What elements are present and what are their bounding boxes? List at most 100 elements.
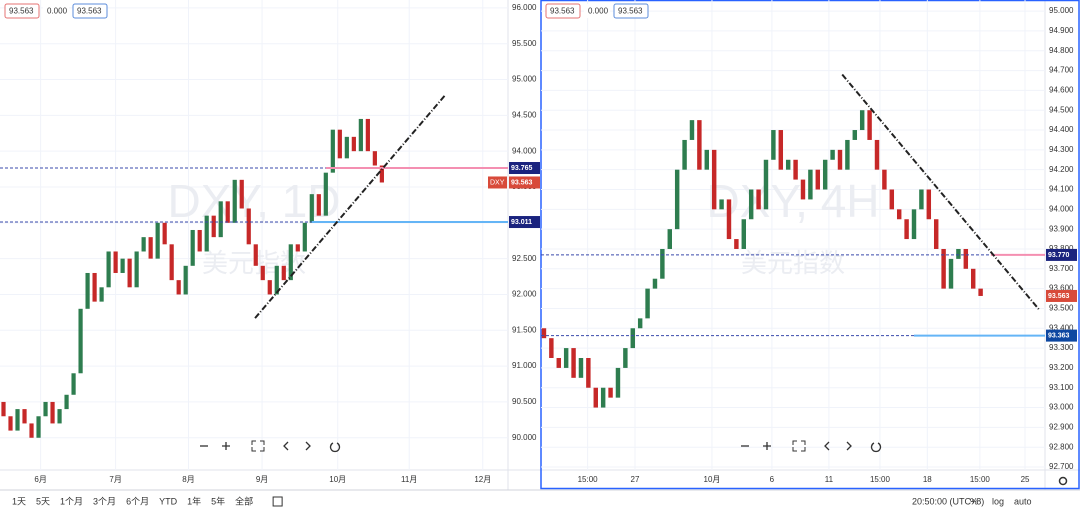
candle — [919, 189, 924, 210]
last-price-label: 93.563 — [1048, 293, 1070, 300]
y-tick-label: 95.000 — [512, 75, 537, 84]
price-label: 93.011 — [511, 219, 532, 226]
candle — [541, 328, 547, 339]
price-label: 93.770 — [1048, 252, 1070, 259]
price-label-box — [1046, 248, 1077, 261]
range-button[interactable]: 3个月 — [93, 496, 116, 506]
symbol-box — [488, 176, 507, 189]
trend-line — [841, 73, 1041, 312]
candle — [882, 169, 887, 190]
candle — [741, 219, 747, 249]
candle — [358, 118, 363, 152]
scroll-left[interactable] — [824, 441, 830, 451]
legend-box — [613, 3, 649, 19]
y-tick-label: 92.500 — [512, 254, 537, 263]
x-tick-label: 6月 — [34, 475, 46, 484]
y-tick-label: 93.200 — [1049, 363, 1074, 372]
scale-option[interactable]: auto — [1014, 496, 1032, 506]
fullscreen[interactable] — [792, 440, 806, 452]
range-button[interactable]: 5年 — [211, 495, 225, 506]
scroll-right[interactable] — [305, 441, 311, 451]
scale-option[interactable]: log — [992, 496, 1004, 506]
candle — [288, 244, 293, 281]
x-tick-label: 11月 — [401, 475, 417, 484]
last-price-box — [1046, 289, 1077, 302]
range-button[interactable]: YTD — [159, 496, 178, 506]
range-button[interactable]: 5天 — [36, 496, 50, 506]
range-button[interactable]: 6个月 — [126, 496, 149, 506]
y-tick-label: 93.100 — [1049, 383, 1074, 392]
range-button[interactable]: 1个月 — [60, 496, 83, 506]
x-tick-label: 7月 — [109, 475, 121, 484]
candle — [323, 172, 328, 216]
y-tick-label: 93.800 — [1049, 244, 1074, 253]
range-button[interactable]: 1天 — [12, 496, 26, 506]
reset[interactable] — [329, 442, 341, 453]
y-tick-label: 94.300 — [1049, 145, 1074, 154]
x-tick-label: 15:00 — [578, 475, 599, 484]
candle — [141, 237, 146, 252]
legend-box — [43, 4, 69, 18]
candle — [608, 387, 613, 398]
date-range-icon[interactable] — [272, 496, 283, 507]
candle — [889, 189, 895, 210]
y-tick-label: 91.500 — [512, 325, 537, 334]
candle — [933, 219, 939, 249]
scroll-right[interactable] — [846, 441, 852, 451]
trend-line — [254, 93, 447, 319]
candle — [948, 258, 954, 289]
clock: 20:50:00 (UTC+8) — [912, 496, 984, 506]
candle — [793, 159, 798, 180]
candle — [22, 409, 27, 424]
settings[interactable] — [1058, 476, 1068, 486]
candle — [365, 118, 370, 152]
candle — [704, 149, 709, 170]
y-tick-label: 93.400 — [1049, 323, 1074, 332]
x-tick-label: 9月 — [256, 475, 268, 484]
candle — [808, 169, 813, 200]
legend-value: 0.000 — [588, 7, 609, 16]
candle — [778, 130, 784, 170]
candle — [815, 169, 821, 190]
candle — [830, 149, 835, 160]
candle — [267, 280, 272, 295]
candle — [970, 268, 976, 289]
y-tick-label: 94.500 — [1049, 105, 1074, 114]
candle — [127, 258, 132, 288]
candle — [302, 222, 307, 252]
range-button[interactable]: 1年 — [187, 495, 201, 506]
candle — [50, 401, 55, 424]
candle — [660, 248, 665, 279]
scale-option[interactable]: % — [970, 496, 978, 506]
candle — [549, 338, 554, 359]
candle — [372, 151, 377, 166]
candle — [344, 136, 349, 159]
candle — [689, 120, 695, 140]
candle — [295, 244, 300, 252]
y-tick-label: 92.800 — [1049, 442, 1074, 451]
scroll-left[interactable] — [283, 441, 289, 451]
symbol-label: DXY — [490, 179, 505, 186]
x-tick-label: 10月 — [329, 475, 346, 484]
legend-box — [584, 4, 610, 18]
y-tick-label: 90.500 — [512, 397, 537, 406]
reset[interactable] — [870, 442, 882, 453]
fullscreen[interactable] — [251, 440, 265, 452]
range-button[interactable]: 全部 — [235, 495, 253, 506]
candle — [571, 348, 576, 378]
candle — [719, 199, 724, 210]
y-tick-label: 93.600 — [1049, 284, 1074, 293]
candle — [281, 265, 286, 281]
candle — [8, 416, 13, 431]
candle — [57, 409, 62, 424]
candle — [963, 248, 969, 269]
candle — [64, 394, 69, 410]
zoom-in[interactable] — [763, 442, 771, 450]
candle — [113, 251, 118, 273]
zoom-in[interactable] — [222, 442, 230, 450]
candle — [260, 265, 265, 281]
candle — [896, 209, 902, 220]
candle — [756, 189, 761, 210]
legend-value: 93.563 — [77, 7, 102, 16]
